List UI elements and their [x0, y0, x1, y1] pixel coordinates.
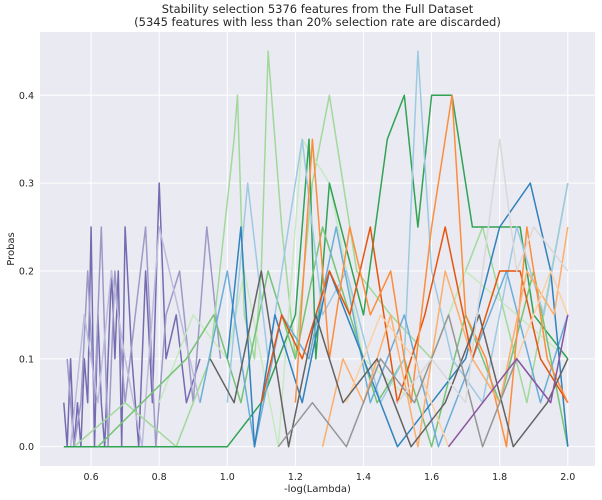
- x-ticks: 0.6 0.8 1.0 1.2 1.4 1.6 1.8 2.0: [84, 472, 576, 483]
- series-line-13: [321, 226, 569, 448]
- y-axis-label: Probas: [6, 232, 17, 266]
- series-line-17: [396, 138, 569, 404]
- x-tick-label: 2.0: [560, 472, 575, 483]
- series-line-15: [209, 270, 569, 448]
- x-tick-label: 1.0: [220, 472, 235, 483]
- y-tick-label: 0.3: [19, 179, 34, 190]
- chart-title: Stability selection 5376 features from t…: [162, 2, 474, 16]
- series-line-7: [97, 226, 569, 448]
- y-tick-label: 0.2: [19, 266, 34, 277]
- series-line-3: [69, 226, 201, 448]
- chart-subtitle: (5345 features with less than 20% select…: [134, 15, 501, 29]
- x-tick-label: 1.6: [424, 472, 439, 483]
- series-line-4: [73, 50, 569, 448]
- y-ticks: 0.0 0.1 0.2 0.3 0.4: [19, 91, 34, 453]
- x-tick-label: 1.4: [356, 472, 371, 483]
- y-tick-label: 0.0: [19, 442, 34, 453]
- series-line-18: [448, 314, 569, 448]
- x-tick-label: 0.8: [152, 472, 167, 483]
- series-line-8: [226, 50, 569, 404]
- y-tick-label: 0.1: [19, 354, 34, 365]
- x-tick-label: 1.2: [288, 472, 303, 483]
- series-line-5: [158, 138, 569, 448]
- series-line-10: [226, 182, 569, 448]
- x-tick-label: 1.8: [492, 472, 507, 483]
- series-lines: [63, 50, 569, 448]
- series-line-16: [277, 314, 552, 448]
- y-tick-label: 0.4: [19, 91, 34, 102]
- x-axis-label: -log(Lambda): [284, 484, 351, 495]
- x-tick-label: 0.6: [84, 472, 99, 483]
